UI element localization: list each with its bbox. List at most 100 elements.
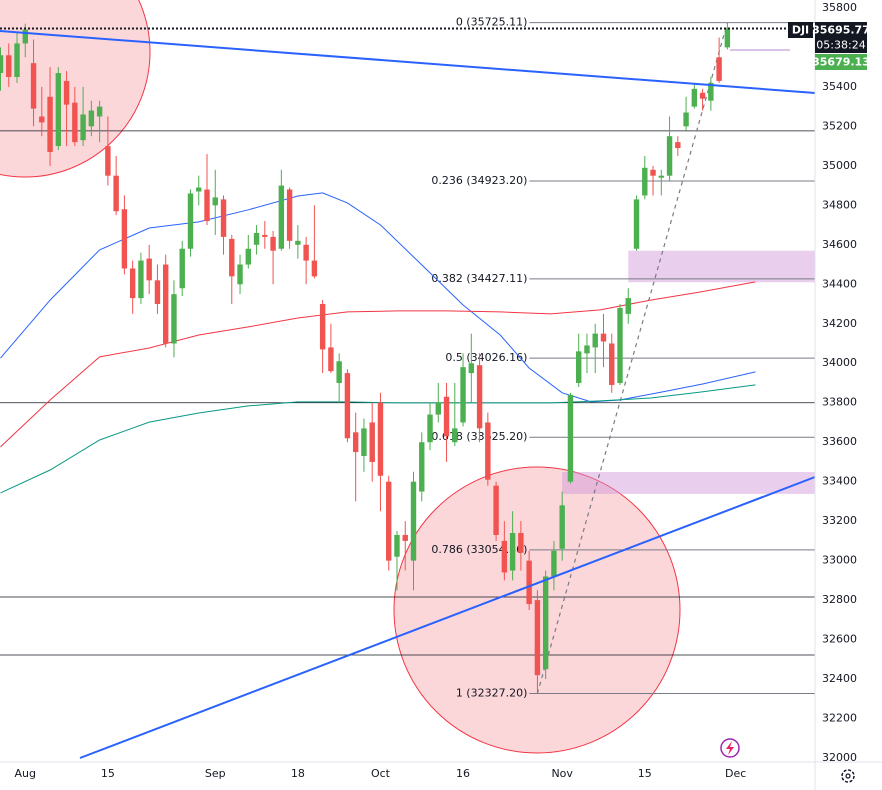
fib-label: 0.382 (34427.11) bbox=[431, 272, 527, 285]
candle-body bbox=[559, 505, 565, 549]
x-tick-label: 15 bbox=[101, 767, 115, 780]
symbol-box bbox=[788, 22, 813, 38]
candle-body bbox=[452, 428, 458, 443]
x-tick-label: Aug bbox=[15, 767, 36, 780]
candle-body bbox=[295, 240, 301, 245]
candle-body bbox=[63, 80, 70, 105]
lightning-icon[interactable] bbox=[720, 738, 740, 758]
candle-body bbox=[336, 361, 342, 383]
candle-body bbox=[138, 260, 144, 299]
x-tick-label: 15 bbox=[638, 767, 652, 780]
candle-body bbox=[88, 110, 95, 127]
x-tick-label: Oct bbox=[371, 767, 391, 780]
y-tick-label: 35000 bbox=[822, 159, 857, 172]
candle-body bbox=[526, 560, 532, 605]
candle-body bbox=[708, 82, 714, 101]
candle-body bbox=[303, 244, 309, 261]
candle-body bbox=[501, 540, 508, 573]
y-tick-label: 33600 bbox=[822, 435, 857, 448]
candle-body bbox=[509, 533, 516, 571]
zone bbox=[628, 250, 815, 283]
candle-body bbox=[47, 96, 53, 153]
candle-body bbox=[443, 396, 450, 437]
x-tick-label: Nov bbox=[551, 767, 573, 780]
candle-body bbox=[278, 185, 285, 249]
plot: 0 (35725.11) 0.236 (34923.20) 0.382 (34427… bbox=[0, 16, 815, 699]
candle-body bbox=[683, 112, 689, 127]
candle-body bbox=[328, 347, 334, 372]
candle-body bbox=[129, 268, 136, 299]
gear[interactable] bbox=[841, 769, 855, 783]
moving-average bbox=[0, 384, 756, 494]
candle-body bbox=[0, 55, 4, 74]
candle-body bbox=[6, 55, 12, 77]
price-tags: DJI 35695.77 05:38:24 35679.13 bbox=[788, 22, 870, 70]
second-price-box bbox=[815, 54, 867, 70]
candle-body bbox=[567, 394, 574, 482]
candle-body bbox=[386, 481, 392, 561]
candle-body bbox=[377, 402, 384, 476]
candle-body bbox=[113, 175, 119, 212]
moving-average bbox=[0, 281, 756, 448]
y-tick-label: 32200 bbox=[822, 712, 857, 725]
candle-body bbox=[187, 193, 194, 249]
candle-body bbox=[220, 199, 227, 237]
y-tick-label: 34400 bbox=[822, 277, 857, 290]
candle-body bbox=[435, 402, 441, 415]
candle-body bbox=[410, 481, 417, 561]
candle-body bbox=[427, 414, 433, 443]
second-price: 35679.13 bbox=[812, 56, 870, 69]
y-tick-label: 34800 bbox=[822, 198, 857, 211]
trendline bbox=[0, 30, 816, 94]
settings-icon[interactable] bbox=[841, 769, 855, 783]
fib-label: 0.5 (34026.16) bbox=[445, 351, 527, 364]
fib-label: 0 (35725.11) bbox=[456, 16, 528, 29]
candle-body bbox=[402, 534, 408, 541]
candle-body bbox=[196, 187, 202, 192]
candle-body bbox=[576, 351, 582, 383]
candle-body bbox=[212, 197, 218, 206]
candle-body bbox=[468, 363, 475, 374]
candle-body bbox=[476, 365, 483, 429]
icon-ring[interactable] bbox=[720, 738, 740, 758]
y-tick-label: 35400 bbox=[822, 80, 857, 93]
candle-body bbox=[229, 238, 235, 277]
candle-body bbox=[14, 43, 20, 77]
candle-body bbox=[311, 260, 318, 277]
y-tick-label: 35200 bbox=[822, 119, 857, 132]
candle-body bbox=[171, 294, 177, 344]
candle-body bbox=[286, 189, 293, 241]
gear-hub[interactable] bbox=[845, 773, 851, 779]
candle-body bbox=[633, 199, 640, 249]
candle-body bbox=[691, 88, 698, 107]
candle-body bbox=[650, 169, 656, 176]
candle-body bbox=[237, 264, 243, 285]
candle-body bbox=[163, 264, 169, 344]
candle-body bbox=[204, 189, 210, 222]
countdown: 05:38:24 bbox=[816, 39, 865, 52]
y-tick-label: 34000 bbox=[822, 356, 857, 369]
zone bbox=[562, 472, 815, 494]
candle-body bbox=[617, 307, 623, 383]
candle-body bbox=[253, 232, 260, 245]
candle-body bbox=[369, 422, 375, 462]
candle-body bbox=[344, 373, 351, 439]
candle-body bbox=[72, 102, 78, 143]
candle-body bbox=[262, 234, 268, 237]
last-price: 35695.77 bbox=[812, 24, 870, 37]
candle-body bbox=[493, 485, 499, 535]
candle-body bbox=[460, 367, 466, 423]
candle-body bbox=[658, 175, 664, 178]
x-tick-label: Sep bbox=[205, 767, 226, 780]
candle-body bbox=[22, 29, 28, 44]
y-tick-label: 35800 bbox=[822, 1, 857, 14]
x-tick-label: Dec bbox=[725, 767, 746, 780]
candle-body bbox=[154, 280, 161, 305]
y-tick-label: 34600 bbox=[822, 238, 857, 251]
candle-body bbox=[179, 248, 185, 289]
candle-body bbox=[724, 28, 731, 48]
candle-body bbox=[105, 146, 111, 176]
candle-body bbox=[270, 236, 276, 251]
candle-body bbox=[551, 550, 557, 577]
icon-bolt[interactable] bbox=[726, 741, 734, 755]
